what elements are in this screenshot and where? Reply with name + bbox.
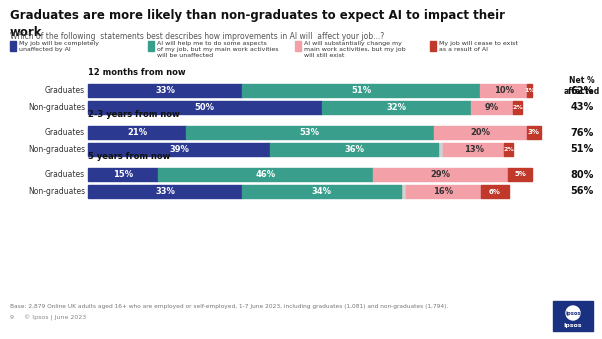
Text: Non-graduates: Non-graduates [28, 145, 85, 154]
Bar [513, 101, 523, 114]
Text: ipsos: ipsos [565, 311, 581, 316]
Text: 10%: 10% [494, 86, 514, 95]
Text: 12 months from now: 12 months from now [88, 68, 185, 77]
Bar [471, 101, 513, 114]
Bar [527, 84, 532, 97]
Text: 9%: 9% [485, 103, 499, 112]
Text: 33%: 33% [155, 86, 175, 95]
Text: 46%: 46% [255, 170, 276, 179]
Text: 2%: 2% [503, 147, 514, 152]
Text: AI will help me to do some aspects
of my job, but my main work activities
will b: AI will help me to do some aspects of my… [157, 41, 279, 58]
Text: AI will substantially change my
main work activities, but my job
will still exis: AI will substantially change my main wor… [304, 41, 406, 58]
Text: Graduates: Graduates [45, 170, 85, 179]
Text: 21%: 21% [127, 128, 147, 137]
Text: 15%: 15% [113, 170, 133, 179]
Bar [88, 126, 186, 139]
Text: 34%: 34% [311, 187, 332, 196]
Bar [504, 143, 514, 156]
Text: Graduates: Graduates [45, 86, 85, 95]
Bar [186, 126, 433, 139]
Bar [508, 168, 532, 181]
Text: Non-graduates: Non-graduates [28, 103, 85, 112]
Text: 1%: 1% [524, 88, 535, 93]
Text: Base: 2,879 Online UK adults aged 16+ who are employed or self-employed, 1-7 Jun: Base: 2,879 Online UK adults aged 16+ wh… [10, 304, 448, 309]
Text: 33%: 33% [155, 187, 175, 196]
Bar [88, 84, 242, 97]
Text: Which of the following  statements best describes how improvements in AI will  a: Which of the following statements best d… [10, 32, 384, 41]
Text: 76%: 76% [570, 127, 594, 138]
Bar [10, 41, 16, 51]
Text: 5 years from now: 5 years from now [88, 152, 170, 161]
Bar [88, 101, 321, 114]
Text: 2%: 2% [512, 105, 523, 110]
Text: 50%: 50% [195, 103, 215, 112]
Bar [88, 168, 158, 181]
Bar [553, 301, 593, 331]
Text: 13%: 13% [464, 145, 483, 154]
Text: Net %
affected: Net % affected [564, 76, 600, 96]
Text: 5%: 5% [514, 172, 526, 178]
Text: Ipsos: Ipsos [563, 323, 582, 328]
Text: 9     © Ipsos | June 2023: 9 © Ipsos | June 2023 [10, 315, 86, 321]
Bar [88, 185, 242, 198]
Bar [406, 185, 480, 198]
Text: My job will cease to exist
as a result of AI: My job will cease to exist as a result o… [439, 41, 518, 52]
Text: Non-graduates: Non-graduates [28, 187, 85, 196]
Bar [433, 126, 527, 139]
Text: 29%: 29% [430, 170, 450, 179]
Text: Graduates are more likely than non-graduates to expect AI to impact their
work: Graduates are more likely than non-gradu… [10, 9, 505, 39]
Text: 32%: 32% [386, 103, 406, 112]
Text: 62%: 62% [570, 85, 594, 96]
Text: 39%: 39% [169, 145, 189, 154]
Text: 51%: 51% [570, 144, 594, 155]
Circle shape [566, 306, 580, 320]
Bar [401, 185, 406, 198]
Bar [438, 143, 443, 156]
Bar [527, 126, 541, 139]
Text: 56%: 56% [570, 186, 594, 197]
Bar [242, 185, 401, 198]
Bar [373, 168, 508, 181]
Bar [158, 168, 373, 181]
Bar [443, 143, 504, 156]
Text: 3%: 3% [528, 129, 540, 136]
Bar [295, 41, 301, 51]
Text: Graduates: Graduates [45, 128, 85, 137]
Bar [270, 143, 438, 156]
Text: 51%: 51% [351, 86, 371, 95]
Bar [242, 84, 480, 97]
Text: 2-3 years from now: 2-3 years from now [88, 110, 180, 119]
Text: 80%: 80% [570, 170, 594, 179]
Text: 20%: 20% [470, 128, 490, 137]
Bar [480, 84, 527, 97]
Bar [430, 41, 436, 51]
Bar [480, 185, 509, 198]
Bar [148, 41, 154, 51]
Text: My job will be completely
unaffected by AI: My job will be completely unaffected by … [19, 41, 99, 52]
Text: 43%: 43% [570, 102, 594, 113]
Text: 6%: 6% [489, 188, 500, 195]
Text: 16%: 16% [433, 187, 453, 196]
Text: 36%: 36% [344, 145, 364, 154]
Bar [321, 101, 471, 114]
Text: 53%: 53% [300, 128, 320, 137]
Bar [88, 143, 270, 156]
